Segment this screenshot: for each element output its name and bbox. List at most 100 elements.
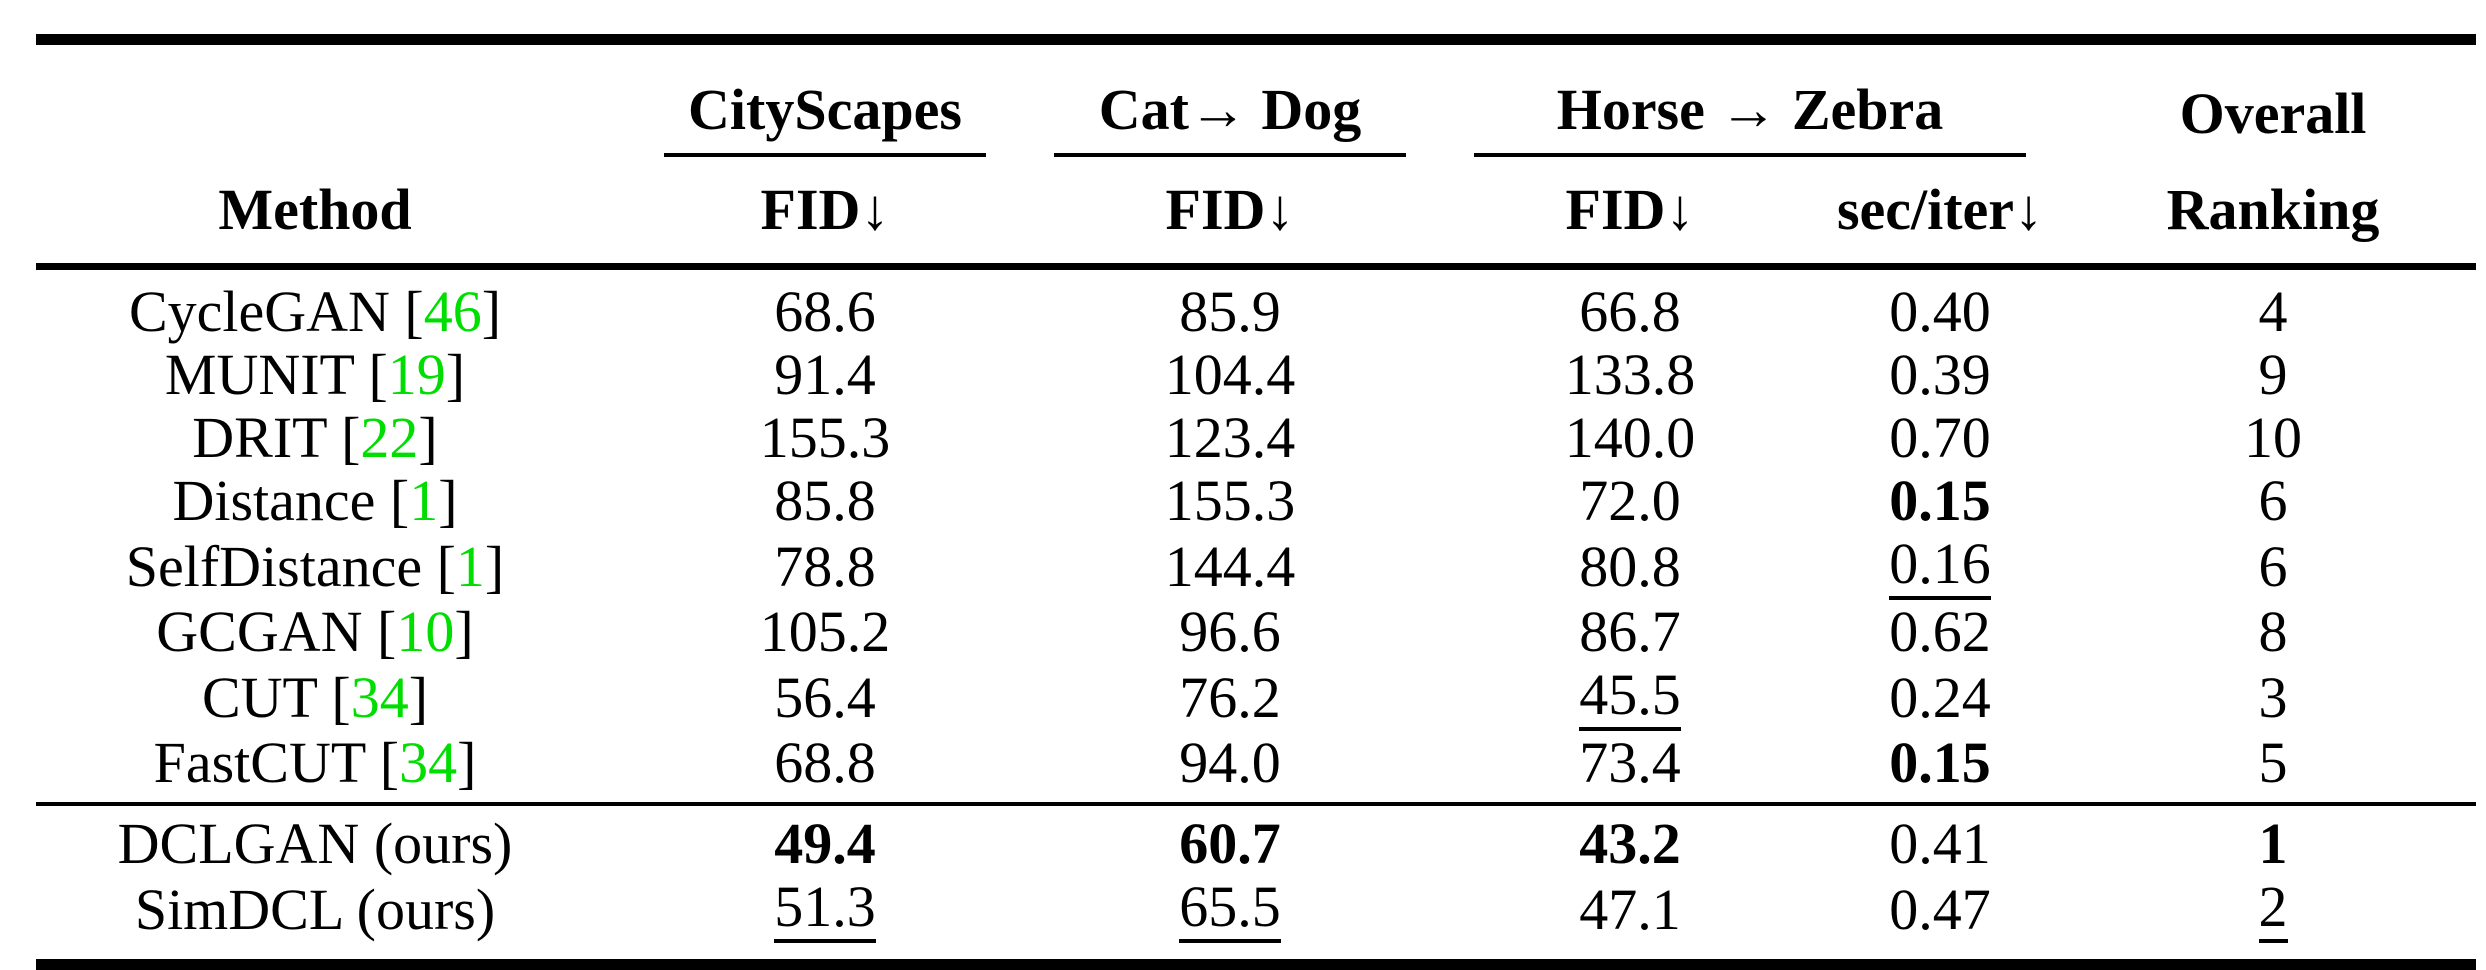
ranking-cell: 1 <box>2258 811 2288 876</box>
column-header-sec-iter: sec/iter↓ <box>1836 177 2044 242</box>
citation: [19] <box>353 342 466 407</box>
method-name: FastCUT <box>153 730 366 795</box>
sec-iter-cell: 0.15 <box>1889 730 1991 795</box>
method-cell: Distance [1] <box>0 469 630 532</box>
fid-cityscapes-cell: 85.8 <box>774 468 876 533</box>
citation: [34] <box>316 664 429 730</box>
method-name: MUNIT <box>164 342 354 407</box>
fid-cat-dog-cell: 104.4 <box>1164 342 1296 407</box>
ranking-cell: 2 <box>2060 875 2486 943</box>
our-methods-table: DCLGAN (ours) 49.4 60.7 43.2 0.41 1 SimD… <box>0 812 2486 943</box>
method-cell: CUT [34] <box>0 663 630 731</box>
method-cell: DRIT [22] <box>0 406 630 469</box>
fid-cityscapes-cell: 105.2 <box>759 599 891 664</box>
citation-number: 46 <box>423 279 482 344</box>
column-group-label: Overall <box>2179 81 2367 146</box>
ranking-cell: 6 <box>2258 533 2288 599</box>
ranking-cell: 3 <box>2258 664 2288 730</box>
sec-iter-cell: 0.62 <box>1889 599 1991 664</box>
fid-horse-zebra-cell: 133.8 <box>1564 342 1696 407</box>
column-group-row: CityScapes Cat→ Dog Horse → Zebra Overal… <box>0 45 2486 157</box>
column-group-label: Cat→ Dog <box>1054 81 1406 157</box>
citation: [10] <box>362 599 474 664</box>
fid-horse-zebra-cell: 45.5 <box>1440 663 1820 731</box>
method-name: SelfDistance <box>125 533 423 599</box>
ranking-cell: 10 <box>2244 405 2302 470</box>
fid-cityscapes-cell: 49.4 <box>774 811 876 876</box>
sec-iter-cell: 0.39 <box>1889 342 1991 407</box>
fid-horse-zebra-cell: 86.7 <box>1579 599 1681 664</box>
fid-horse-zebra-cell: 140.0 <box>1564 405 1696 470</box>
citation: [22] <box>326 405 438 470</box>
method-cell: FastCUT [34] <box>0 731 630 794</box>
citation-number: 1 <box>455 533 485 599</box>
sec-iter-cell: 0.41 <box>1889 811 1991 876</box>
fid-cat-dog-cell: 96.6 <box>1179 599 1281 664</box>
fid-cat-dog-cell: 76.2 <box>1179 664 1281 730</box>
fid-cityscapes-cell: 68.6 <box>774 279 876 344</box>
table-rule-above-ours <box>36 802 2476 806</box>
column-group-horse-zebra: Horse → Zebra <box>1440 45 2060 157</box>
fid-cityscapes-cell: 78.8 <box>774 533 876 599</box>
column-header-fid-cityscapes: FID↓ <box>760 177 890 242</box>
column-header-fid-cat-dog: FID↓ <box>1165 177 1295 242</box>
sec-iter-cell: 0.15 <box>1889 468 1991 533</box>
fid-cityscapes-cell: 51.3 <box>630 875 1020 943</box>
method-cell: CycleGAN [46] <box>0 280 630 343</box>
citation-number: 19 <box>387 342 446 407</box>
table-row: FastCUT [34] 68.8 94.0 73.4 0.15 5 <box>0 731 2486 794</box>
fid-horse-zebra-cell: 73.4 <box>1579 730 1681 795</box>
column-group-overall: Overall <box>2060 45 2486 157</box>
header-table: CityScapes Cat→ Dog Horse → Zebra Overal… <box>0 45 2486 263</box>
column-group-label: Horse → Zebra <box>1474 81 2027 157</box>
method-cell: SelfDistance [1] <box>0 532 630 600</box>
table-rule-top <box>36 34 2476 45</box>
table-row: SelfDistance [1] 78.8 144.4 80.8 0.16 6 <box>0 532 2486 600</box>
ranking-cell: 9 <box>2258 342 2288 407</box>
column-header-method: Method <box>218 177 412 242</box>
fid-horse-zebra-cell: 80.8 <box>1579 533 1681 599</box>
method-name: SimDCL (ours) <box>134 876 496 942</box>
citation-number: 10 <box>396 599 455 664</box>
citation-number: 34 <box>350 664 409 730</box>
fid-cat-dog-cell: 155.3 <box>1164 468 1296 533</box>
fid-cityscapes-cell: 56.4 <box>774 664 876 730</box>
fid-cat-dog-cell: 144.4 <box>1164 533 1296 599</box>
citation: [1] <box>375 468 458 533</box>
fid-horse-zebra-cell: 43.2 <box>1579 811 1681 876</box>
method-cell: MUNIT [19] <box>0 343 630 406</box>
method-name: Distance <box>172 468 376 533</box>
table-row: DCLGAN (ours) 49.4 60.7 43.2 0.41 1 <box>0 812 2486 875</box>
method-name: DCLGAN (ours) <box>117 811 513 876</box>
fid-cat-dog-cell: 65.5 <box>1020 875 1440 943</box>
citation-number: 34 <box>399 730 458 795</box>
fid-cat-dog-cell: 60.7 <box>1179 811 1281 876</box>
ranking-cell: 5 <box>2258 730 2288 795</box>
method-cell: GCGAN [10] <box>0 600 630 663</box>
fid-cat-dog-cell: 85.9 <box>1179 279 1281 344</box>
table-row: DRIT [22] 155.3 123.4 140.0 0.70 10 <box>0 406 2486 469</box>
citation-number: 1 <box>409 468 439 533</box>
fid-cityscapes-cell: 68.8 <box>774 730 876 795</box>
table-row: CUT [34] 56.4 76.2 45.5 0.24 3 <box>0 663 2486 731</box>
fid-cityscapes-cell: 155.3 <box>759 405 891 470</box>
ranking-cell: 4 <box>2258 279 2288 344</box>
table-row: MUNIT [19] 91.4 104.4 133.8 0.39 9 <box>0 343 2486 406</box>
fid-cityscapes-cell: 91.4 <box>774 342 876 407</box>
citation: [1] <box>422 533 505 599</box>
fid-cat-dog-cell: 94.0 <box>1179 730 1281 795</box>
method-name: DRIT <box>192 405 327 470</box>
ranking-cell: 8 <box>2258 599 2288 664</box>
table-rule-bottom <box>36 959 2476 970</box>
method-name: CycleGAN <box>128 279 390 344</box>
column-group-label: CityScapes <box>664 81 986 157</box>
citation-number: 22 <box>360 405 419 470</box>
fid-cat-dog-cell: 123.4 <box>1164 405 1296 470</box>
column-group-cityscapes: CityScapes <box>630 45 1020 157</box>
table-row: SimDCL (ours) 51.3 65.5 47.1 0.47 2 <box>0 875 2486 943</box>
method-name: GCGAN <box>156 599 363 664</box>
column-header-fid-horse-zebra: FID↓ <box>1565 177 1695 242</box>
fid-horse-zebra-cell: 72.0 <box>1579 468 1681 533</box>
table-rule-below-header <box>36 263 2476 270</box>
